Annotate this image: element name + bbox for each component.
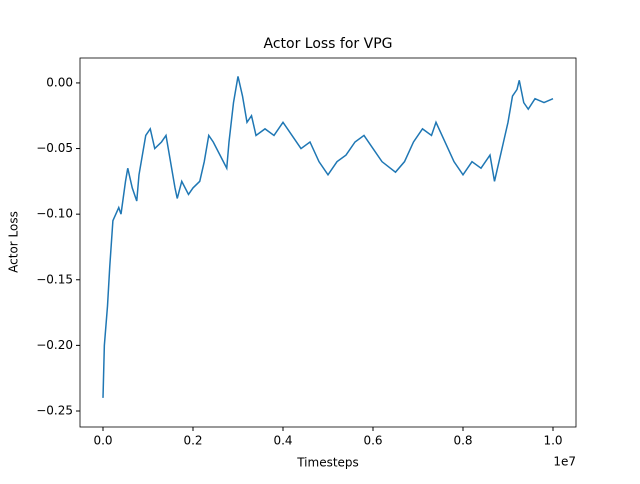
y-tick-label: −0.10 [36,207,73,221]
y-tick-label: −0.20 [36,338,73,352]
x-tick-label: 0.4 [273,434,292,448]
chart-title: Actor Loss for VPG [263,36,392,52]
y-tick-label: −0.25 [36,403,73,417]
x-tick-label: 0.2 [183,434,202,448]
x-tick-label: 0.6 [363,434,382,448]
y-axis-label: Actor Loss [7,211,21,273]
plot-frame [79,57,577,428]
x-axis-label: Timesteps [296,456,359,470]
y-tick-label: −0.15 [36,272,73,286]
y-tick-label: −0.05 [36,141,73,155]
x-tick-label: 0.0 [93,434,112,448]
data-line [102,76,554,398]
x-tick-label: 0.8 [453,434,472,448]
x-offset-label: 1e7 [553,455,576,469]
x-tick-label: 1.0 [543,434,562,448]
y-tick-label: 0.00 [46,75,73,89]
